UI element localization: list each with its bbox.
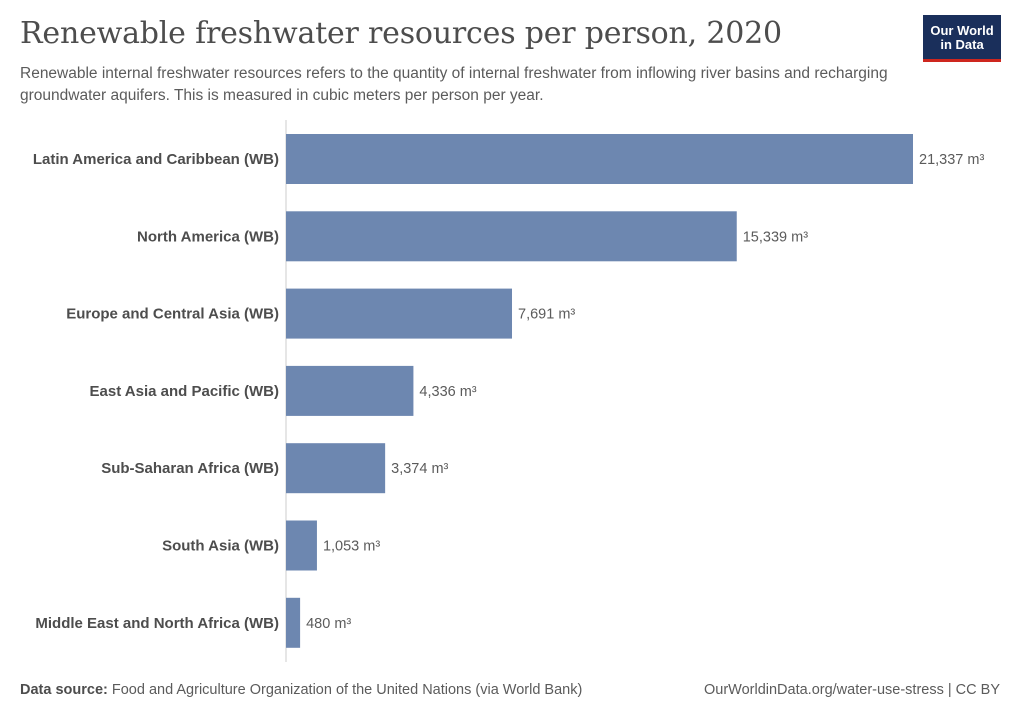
owid-logo[interactable]: Our World in Data: [923, 15, 1001, 62]
value-label: 15,339 m³: [743, 229, 808, 245]
bar[interactable]: [286, 597, 301, 648]
logo-line-2: in Data: [940, 37, 984, 52]
chart-title: Renewable freshwater resources per perso…: [20, 16, 782, 51]
category-label: North America (WB): [137, 228, 279, 245]
bar-row[interactable]: East Asia and Pacific (WB) 4,336 m³: [90, 365, 477, 416]
category-label: Latin America and Caribbean (WB): [33, 151, 279, 168]
category-label: East Asia and Pacific (WB): [90, 383, 280, 400]
category-label: Middle East and North Africa (WB): [35, 615, 279, 632]
chart-subtitle: Renewable internal freshwater resources …: [20, 65, 888, 104]
category-label: Europe and Central Asia (WB): [66, 306, 279, 323]
logo-line-1: Our World: [930, 23, 994, 38]
bar[interactable]: [286, 443, 386, 494]
bar[interactable]: [286, 520, 317, 571]
bar-row[interactable]: Europe and Central Asia (WB) 7,691 m³: [66, 288, 575, 339]
bar-row[interactable]: Latin America and Caribbean (WB) 21,337 m…: [33, 134, 985, 184]
bar[interactable]: [286, 211, 737, 262]
bar-row[interactable]: South Asia (WB) 1,053 m³: [162, 520, 380, 571]
source-text: Food and Agriculture Organization of the…: [111, 682, 583, 698]
value-label: 480 m³: [306, 616, 351, 632]
category-label: South Asia (WB): [162, 538, 279, 555]
category-label: Sub-Saharan Africa (WB): [101, 460, 279, 477]
value-label: 3,374 m³: [391, 461, 448, 477]
bar[interactable]: [286, 288, 513, 339]
value-label: 7,691 m³: [518, 307, 575, 323]
value-label: 4,336 m³: [419, 384, 476, 400]
value-label: 1,053 m³: [323, 539, 380, 555]
bar-row[interactable]: Sub-Saharan Africa (WB) 3,374 m³: [101, 443, 449, 494]
source-label: Data source:: [20, 682, 108, 698]
value-label: 21,337 m³: [919, 152, 984, 168]
footer: Data source: Food and Agriculture Organi…: [20, 682, 1000, 698]
bar-row[interactable]: Middle East and North Africa (WB) 480 m³: [35, 597, 351, 648]
bar[interactable]: [286, 365, 414, 416]
bar[interactable]: [286, 134, 913, 184]
bar-chart: Latin America and Caribbean (WB) 21,337 m…: [33, 120, 985, 662]
credit-link[interactable]: OurWorldinData.org/water-use-stress | CC…: [703, 682, 1000, 698]
bar-row[interactable]: North America (WB) 15,339 m³: [137, 211, 808, 262]
